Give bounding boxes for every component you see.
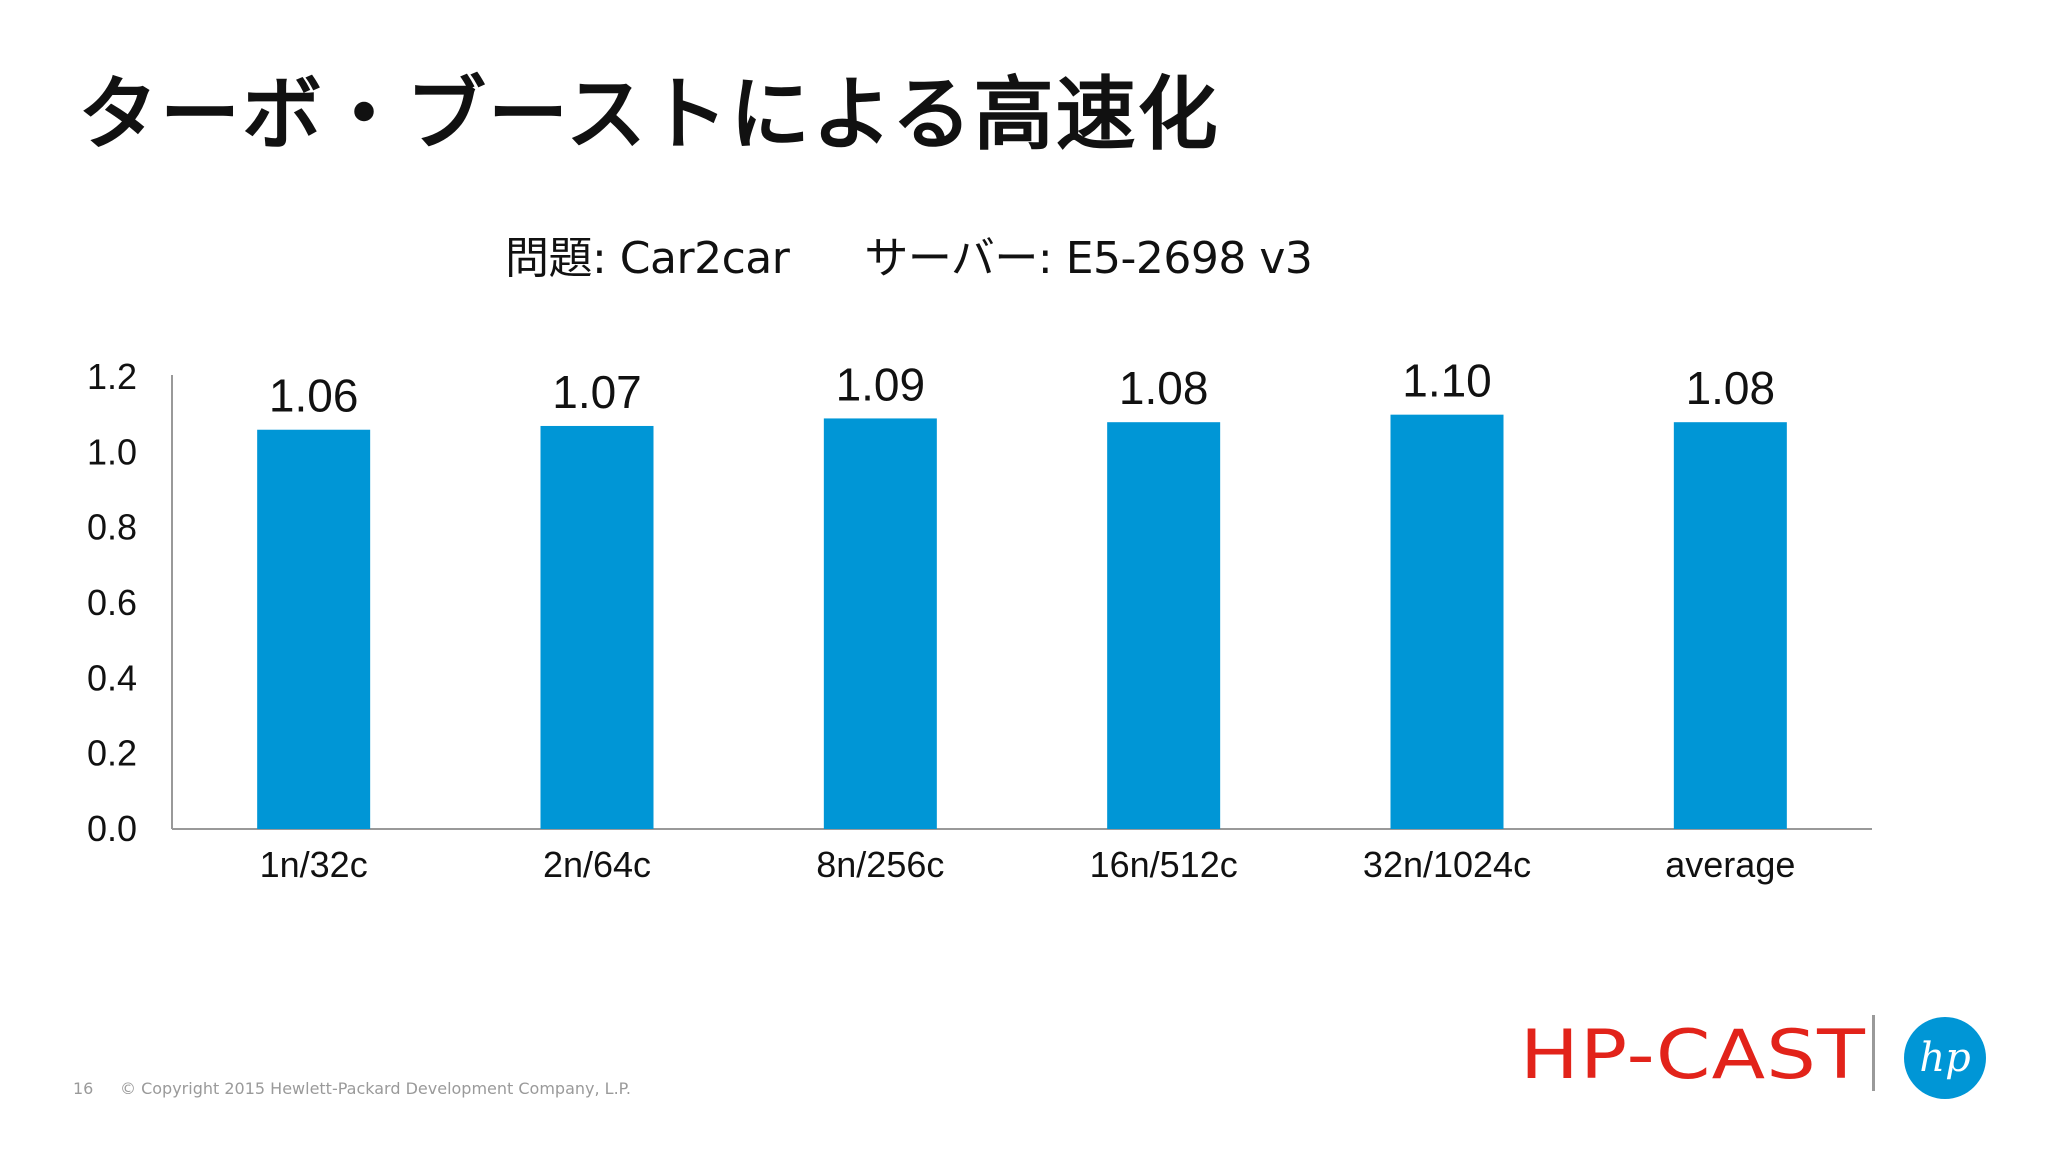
x-tick-label: 16n/512c	[1090, 844, 1238, 885]
bar	[257, 429, 371, 829]
y-tick-label: 0.2	[87, 733, 137, 774]
copyright-notice: © Copyright 2015 Hewlett-Packard Develop…	[120, 1079, 631, 1098]
slide-title: ターボ・ブーストによる高速化	[78, 68, 1220, 161]
x-tick-label: 1n/32c	[260, 844, 368, 885]
data-label: 1.09	[836, 358, 926, 410]
bar	[1107, 422, 1221, 829]
bar	[540, 425, 654, 829]
data-label: 1.08	[1119, 362, 1209, 414]
y-tick-label: 0.4	[87, 657, 137, 698]
x-tick-label: 8n/256c	[816, 844, 944, 885]
x-tick-label: 2n/64c	[543, 844, 651, 885]
hp-logo-text: hp	[1919, 1035, 1970, 1081]
page-number: 16	[73, 1079, 94, 1098]
server-label: サーバー: E5-2698 v3	[864, 233, 1313, 284]
y-tick-label: 0.8	[87, 507, 137, 548]
y-tick-label: 1.0	[87, 431, 137, 472]
data-label: 1.06	[269, 370, 359, 422]
logo-divider	[1872, 1015, 1875, 1091]
hp-cast-logo: HP-CAST	[1520, 1016, 1867, 1095]
bar	[1673, 422, 1787, 829]
y-tick-label: 1.2	[87, 356, 137, 397]
bar	[1390, 414, 1504, 829]
hp-logo-icon: hp	[1904, 1017, 1986, 1099]
problem-label: 問題: Car2car	[505, 233, 790, 284]
bar	[823, 418, 937, 829]
x-tick-label: 32n/1024c	[1363, 844, 1531, 885]
y-tick-label: 0.6	[87, 582, 137, 623]
y-tick-label: 0.0	[87, 808, 137, 849]
data-label: 1.07	[552, 366, 642, 418]
x-tick-label: average	[1665, 844, 1795, 885]
data-label: 1.08	[1686, 362, 1776, 414]
chart-subtitle: 問題: Car2car サーバー: E5-2698 v3	[505, 222, 1313, 286]
data-label: 1.10	[1402, 355, 1492, 407]
